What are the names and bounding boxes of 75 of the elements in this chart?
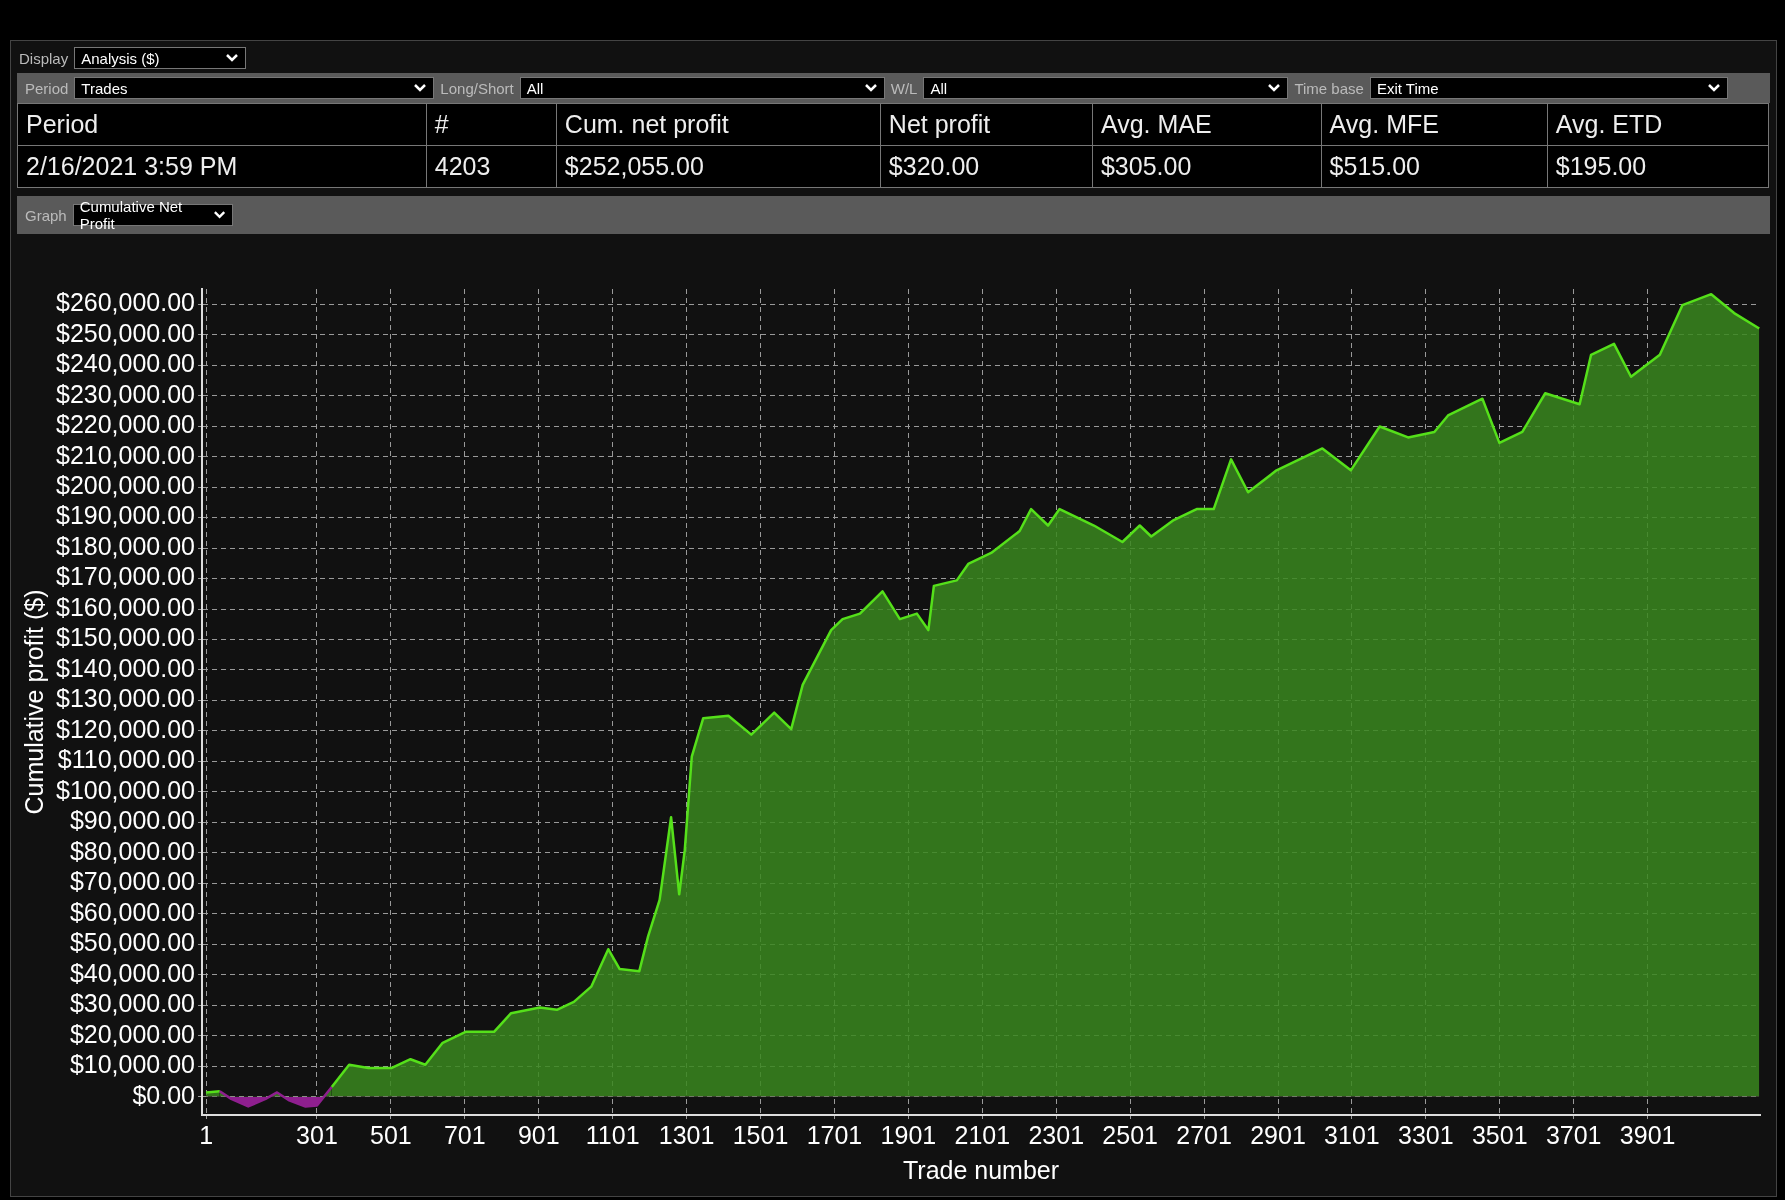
y-tick-label: $40,000.00 xyxy=(69,958,196,987)
text: Cumulative Net Profit xyxy=(79,198,184,232)
y-tick-label: $190,000.00 xyxy=(55,501,196,530)
text: Time base xyxy=(1294,79,1364,97)
y-tick-label: $240,000.00 xyxy=(55,349,196,378)
y-tick-label: $140,000.00 xyxy=(55,653,196,682)
y-tick-label: $60,000.00 xyxy=(69,897,196,926)
text: Display xyxy=(19,49,69,67)
text: # xyxy=(426,103,557,146)
y-tick-label: $30,000.00 xyxy=(69,989,196,1018)
text: $320.00 xyxy=(880,145,1093,188)
x-tick-label: 3501 xyxy=(1471,1120,1528,1149)
y-tick-label: $90,000.00 xyxy=(69,806,196,835)
y-tick-label: $110,000.00 xyxy=(57,745,196,774)
y-tick-label: $10,000.00 xyxy=(69,1050,196,1079)
text: Period xyxy=(25,79,69,97)
text: Avg. MAE xyxy=(1092,103,1322,146)
text: Long/Short xyxy=(440,79,514,97)
y-tick-label: $160,000.00 xyxy=(55,592,196,621)
x-tick-label: 1901 xyxy=(880,1120,937,1149)
text: Net profit xyxy=(880,103,1093,146)
text: $252,055.00 xyxy=(556,145,881,188)
text: Cum. net profit xyxy=(556,103,881,146)
y-tick-label: $20,000.00 xyxy=(69,1019,196,1048)
x-tick-label: 2101 xyxy=(954,1120,1011,1149)
y-tick-label: $210,000.00 xyxy=(55,440,196,469)
text: Period xyxy=(17,103,427,146)
text: $305.00 xyxy=(1092,145,1322,188)
text: $515.00 xyxy=(1321,145,1548,188)
x-tick-label: 2901 xyxy=(1250,1120,1306,1149)
x-tick-label: 3301 xyxy=(1398,1120,1454,1149)
text: Analysis ($) xyxy=(81,49,160,67)
y-tick-label: $0.00 xyxy=(132,1080,196,1109)
y-tick-label: $220,000.00 xyxy=(55,410,196,439)
y-tick-label: $150,000.00 xyxy=(55,623,196,652)
y-tick-label: $230,000.00 xyxy=(55,379,196,408)
text: Avg. MFE xyxy=(1321,103,1548,146)
y-tick-label: $80,000.00 xyxy=(69,836,196,865)
text: Avg. ETD xyxy=(1547,103,1769,146)
x-tick-label: 301 xyxy=(296,1120,338,1149)
text: $195.00 xyxy=(1547,145,1769,188)
y-tick-label: $130,000.00 xyxy=(55,684,196,713)
text: All xyxy=(930,79,948,97)
x-tick-label: 3101 xyxy=(1324,1120,1380,1149)
y-tick-label: $260,000.00 xyxy=(55,288,196,317)
text: Trades xyxy=(81,79,128,97)
x-tick-label: 2301 xyxy=(1028,1120,1085,1149)
x-tick-label: 501 xyxy=(370,1120,412,1149)
x-axis-title: Trade number xyxy=(902,1155,1060,1184)
y-tick-label: $100,000.00 xyxy=(55,775,196,804)
x-tick-label: 3901 xyxy=(1619,1120,1676,1149)
text: Exit Time xyxy=(1376,79,1439,97)
text: All xyxy=(526,79,544,97)
y-tick-label: $180,000.00 xyxy=(55,531,196,560)
x-tick-label: 3701 xyxy=(1545,1120,1602,1149)
y-tick-label: $250,000.00 xyxy=(55,318,196,347)
text: Graph xyxy=(25,206,67,224)
y-tick-label: $50,000.00 xyxy=(69,928,196,957)
x-tick-label: 1701 xyxy=(806,1120,863,1149)
x-tick-label: 1501 xyxy=(732,1120,789,1149)
text: 4203 xyxy=(426,145,557,188)
y-tick-label: $200,000.00 xyxy=(55,471,196,500)
y-tick-label: $120,000.00 xyxy=(55,714,196,743)
y-tick-label: $70,000.00 xyxy=(69,867,196,896)
x-tick-label: 901 xyxy=(517,1120,560,1149)
y-tick-label: $170,000.00 xyxy=(55,562,196,591)
x-tick-label: 1301 xyxy=(658,1120,715,1149)
x-tick-label: 1 xyxy=(199,1120,214,1149)
x-tick-label: 2701 xyxy=(1176,1120,1232,1149)
text: W/L xyxy=(890,79,918,97)
x-tick-label: 2501 xyxy=(1102,1120,1158,1149)
y-axis-title: Cumulative profit ($) xyxy=(19,589,48,815)
text: 2/16/2021 3:59 PM xyxy=(17,145,427,188)
x-tick-label: 1101 xyxy=(585,1120,640,1149)
x-tick-label: 701 xyxy=(443,1120,486,1149)
